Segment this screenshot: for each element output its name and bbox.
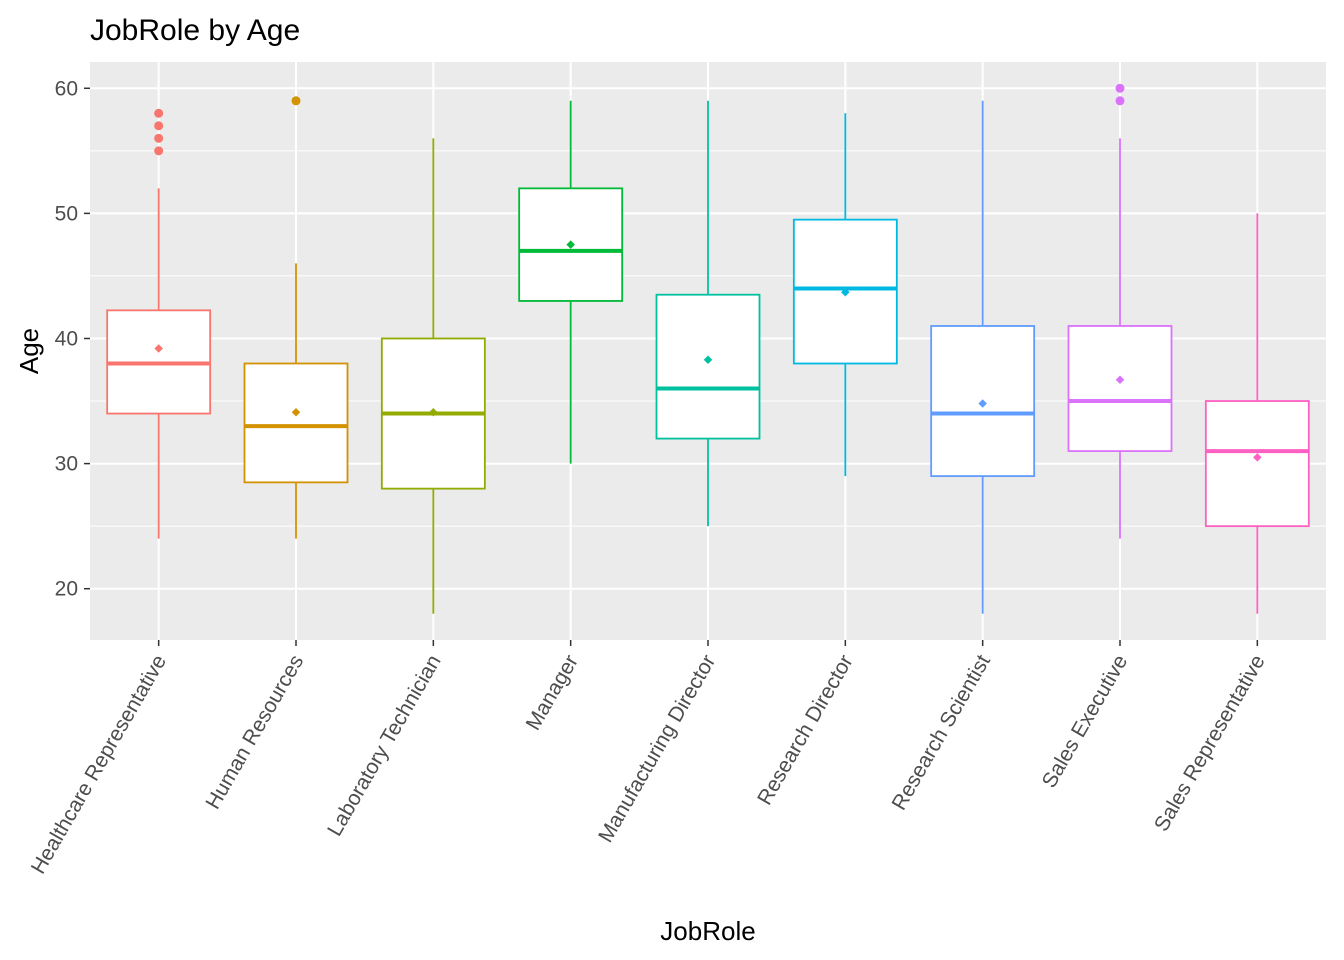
y-axis-ticks: 20 30 40 50 60 — [55, 77, 90, 601]
x-tick-label: Manufacturing Director — [594, 651, 720, 846]
outlier-point — [154, 146, 164, 156]
y-tick-label: 30 — [55, 453, 78, 476]
x-tick-label: Research Director — [753, 651, 858, 809]
x-tick-label: Laboratory Technician — [323, 651, 445, 840]
x-axis-title: JobRole — [660, 916, 755, 946]
x-tick-label: Healthcare Representative — [27, 651, 171, 878]
box-7 — [1067, 83, 1173, 539]
x-tick-label: Human Resources — [201, 651, 308, 813]
y-tick-label: 60 — [55, 77, 78, 100]
x-tick-label: Research Scientist — [888, 651, 996, 814]
x-tick-label: Manager — [522, 651, 583, 734]
box-4 — [655, 100, 761, 527]
mean-point — [703, 355, 713, 365]
iqr-box — [243, 362, 349, 484]
box-1 — [243, 96, 349, 539]
iqr-box — [1204, 400, 1310, 528]
x-tick-label: Sales Representative — [1150, 651, 1270, 835]
mean-point — [841, 287, 850, 297]
box-0 — [106, 108, 212, 539]
x-axis-ticks: Healthcare Representative Human Resources… — [27, 640, 1270, 878]
outlier-point — [154, 121, 164, 131]
mean-point — [1253, 453, 1262, 462]
outlier-point — [1115, 96, 1125, 106]
box-6 — [930, 100, 1036, 614]
mean-point — [429, 408, 438, 417]
y-tick-label: 50 — [55, 202, 78, 225]
mean-point — [978, 399, 987, 408]
box-5 — [792, 113, 898, 477]
iqr-box — [655, 293, 761, 440]
iqr-box — [1067, 325, 1173, 452]
box-8 — [1204, 213, 1310, 614]
y-axis-title: Age — [14, 328, 44, 374]
chart-title: JobRole by Age — [90, 14, 300, 47]
box-3 — [518, 100, 624, 464]
x-tick-label: Sales Executive — [1038, 651, 1133, 792]
mean-point — [291, 408, 301, 417]
outlier-point — [1115, 83, 1125, 93]
outlier-point — [154, 133, 164, 143]
outlier-point — [154, 108, 164, 118]
box-2 — [380, 138, 486, 614]
y-tick-label: 20 — [55, 578, 78, 601]
y-tick-label: 40 — [55, 327, 78, 350]
mean-point — [1115, 375, 1125, 385]
outlier-point — [291, 96, 301, 106]
box-series — [106, 83, 1310, 614]
mean-point — [154, 344, 163, 353]
